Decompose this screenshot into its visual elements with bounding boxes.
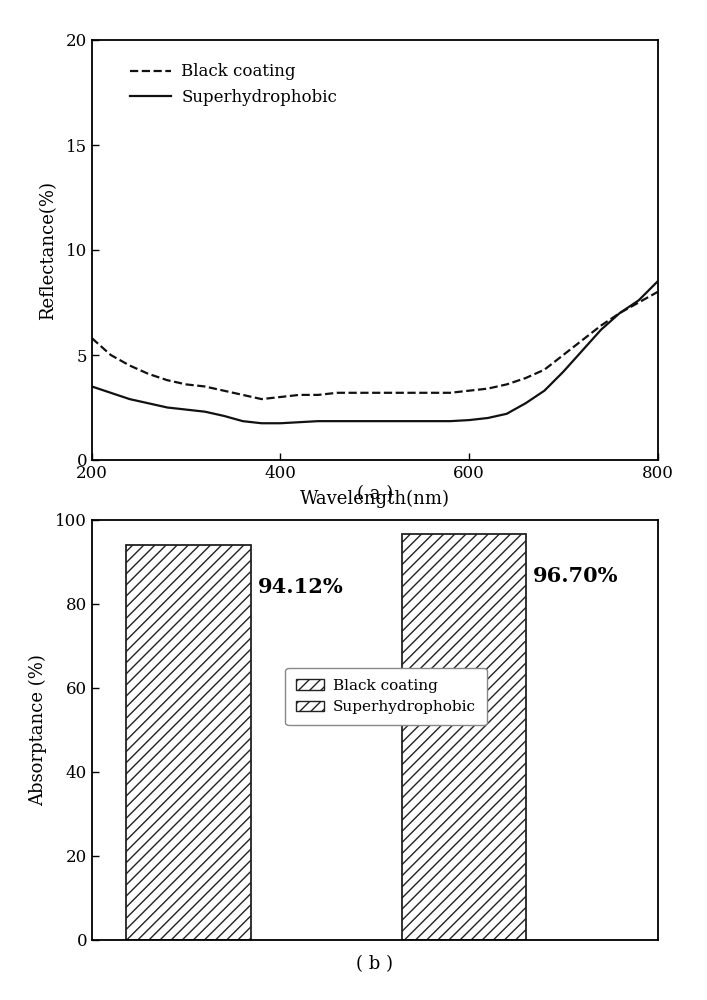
Black coating	[503, 378, 511, 390]
Superhydrophobic	[88, 380, 96, 392]
Black coating	[446, 387, 455, 399]
Y-axis label: Reflectance(%): Reflectance(%)	[40, 180, 57, 320]
Black coating	[351, 387, 360, 399]
Black coating	[390, 387, 398, 399]
Superhydrophobic	[390, 415, 398, 427]
Superhydrophobic	[351, 415, 360, 427]
Line: Black coating: Black coating	[92, 292, 658, 399]
Black coating	[220, 385, 228, 397]
Black coating	[616, 307, 624, 319]
Black coating	[370, 387, 379, 399]
Superhydrophobic	[238, 415, 247, 427]
Text: 94.12%: 94.12%	[257, 577, 343, 597]
Black coating	[144, 368, 153, 380]
Black coating	[408, 387, 416, 399]
Text: ( a ): ( a )	[356, 485, 393, 503]
Superhydrophobic	[653, 275, 662, 288]
Black coating	[653, 286, 662, 298]
Black coating	[559, 349, 568, 361]
Superhydrophobic	[276, 417, 285, 429]
Superhydrophobic	[484, 412, 492, 424]
Superhydrophobic	[107, 387, 115, 399]
Superhydrophobic	[578, 345, 586, 357]
Superhydrophobic	[370, 415, 379, 427]
Superhydrophobic	[257, 417, 266, 429]
Superhydrophobic	[446, 415, 455, 427]
Superhydrophobic	[464, 414, 473, 426]
X-axis label: Wavelength(nm): Wavelength(nm)	[300, 490, 450, 508]
Superhydrophobic	[163, 401, 172, 414]
Text: 96.70%: 96.70%	[533, 566, 619, 586]
Black coating	[634, 296, 643, 308]
Black coating	[182, 378, 190, 390]
Superhydrophobic	[125, 393, 134, 405]
Bar	[402, 534, 527, 940]
Superhydrophobic	[295, 416, 303, 428]
Black coating	[276, 391, 285, 403]
Bar	[127, 545, 250, 940]
Superhydrophobic	[634, 294, 643, 306]
Superhydrophobic	[182, 404, 190, 416]
Black coating	[295, 389, 303, 401]
Black coating	[314, 389, 322, 401]
Superhydrophobic	[503, 408, 511, 420]
Text: ( b ): ( b )	[356, 955, 393, 973]
Superhydrophobic	[220, 410, 228, 422]
Superhydrophobic	[314, 415, 322, 427]
Superhydrophobic	[333, 415, 341, 427]
Black coating	[521, 372, 530, 384]
Legend: Black coating, Superhydrophobic: Black coating, Superhydrophobic	[123, 57, 344, 112]
Superhydrophobic	[559, 366, 568, 378]
Legend: Black coating, Superhydrophobic: Black coating, Superhydrophobic	[286, 668, 486, 725]
Superhydrophobic	[201, 406, 209, 418]
Black coating	[88, 332, 96, 344]
Black coating	[578, 334, 586, 346]
Superhydrophobic	[408, 415, 416, 427]
Superhydrophobic	[540, 385, 549, 397]
Black coating	[163, 374, 172, 386]
Superhydrophobic	[521, 397, 530, 409]
Superhydrophobic	[597, 324, 605, 336]
Black coating	[257, 393, 266, 405]
Black coating	[238, 389, 247, 401]
Black coating	[427, 387, 436, 399]
Black coating	[597, 320, 605, 332]
Superhydrophobic	[144, 397, 153, 409]
Black coating	[201, 380, 209, 392]
Black coating	[484, 383, 492, 395]
Line: Superhydrophobic: Superhydrophobic	[92, 282, 658, 423]
Superhydrophobic	[616, 307, 624, 319]
Black coating	[107, 349, 115, 361]
Black coating	[464, 385, 473, 397]
Black coating	[333, 387, 341, 399]
Black coating	[540, 364, 549, 376]
Y-axis label: Absorptance (%): Absorptance (%)	[28, 654, 47, 806]
Black coating	[125, 359, 134, 371]
Superhydrophobic	[427, 415, 436, 427]
